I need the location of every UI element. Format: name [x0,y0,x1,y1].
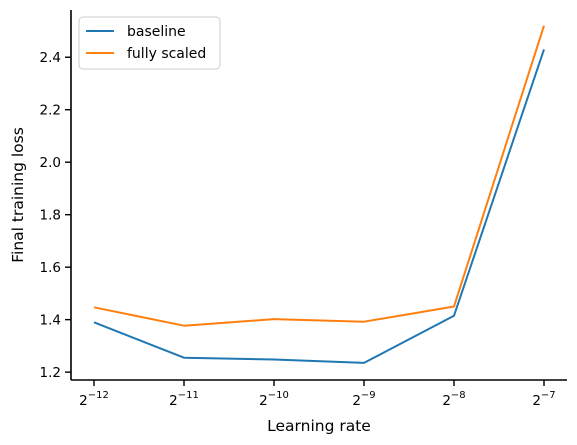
x-tick-label: 2−10 [259,390,289,409]
axes [70,10,567,381]
legend: baseline fully scaled [78,16,221,70]
y-ticks: 1.2 1.4 1.6 1.8 2.0 2.2 2.4 [40,50,71,381]
y-tick-label: 2.0 [40,155,61,171]
series-line-0 [93,49,545,364]
legend-label: baseline [127,24,186,40]
y-tick-label: 1.8 [40,208,61,224]
y-tick-label: 2.2 [40,103,61,119]
x-axis-label: Learning rate [267,417,371,435]
x-tick-label: 2−9 [352,390,375,409]
series-layer [93,25,545,364]
legend-frame [78,16,221,70]
y-tick-label: 2.4 [40,50,61,66]
x-tick-label: 2−11 [169,390,199,409]
x-ticks: 2−12 2−11 2−10 2−9 2−8 2−7 [79,380,556,409]
y-axis-label: Final training loss [9,127,27,263]
x-tick-label: 2−12 [79,390,109,409]
x-tick-label: 2−7 [532,390,555,409]
legend-label: fully scaled [127,46,206,62]
series-line-1 [93,25,545,327]
x-tick-label: 2−8 [442,390,465,409]
y-tick-label: 1.2 [40,365,61,381]
y-tick-label: 1.6 [40,260,61,276]
y-tick-label: 1.4 [40,313,61,329]
